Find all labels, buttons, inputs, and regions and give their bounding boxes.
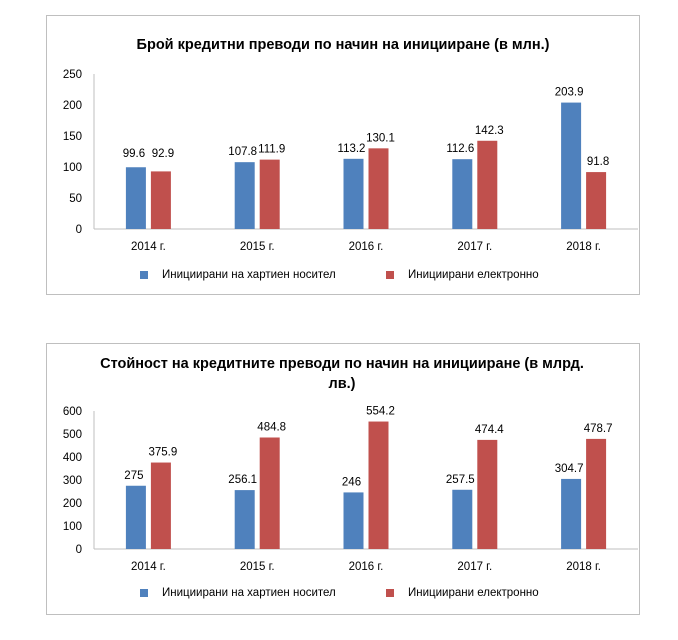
- legend-label-paper: Инициирани на хартиен носител: [162, 587, 336, 599]
- x-tick-label: 2018 г.: [566, 561, 601, 573]
- chart-title: Брой кредитни преводи по начин на иниции…: [136, 37, 550, 53]
- data-label: 257.5: [446, 474, 475, 486]
- x-tick-label: 2018 г.: [566, 241, 601, 253]
- bar-electronic: [586, 438, 607, 549]
- legend-swatch-electronic: [386, 271, 394, 279]
- bar-electronic: [368, 148, 389, 229]
- data-label: 203.9: [555, 87, 584, 99]
- bar-paper: [452, 489, 473, 549]
- y-tick-label: 150: [63, 131, 82, 143]
- data-label: 91.8: [587, 156, 609, 168]
- legend-label-electronic: Инициирани електронно: [408, 269, 539, 281]
- legend-item-paper: Инициирани на хартиен носител: [140, 587, 336, 599]
- legend-item-electronic: Инициирани електронно: [386, 269, 539, 281]
- data-label: 275: [124, 470, 143, 482]
- legend-swatch-paper: [140, 271, 148, 279]
- data-label: 375.9: [149, 447, 178, 459]
- data-label: 142.3: [475, 125, 504, 137]
- bar-paper: [343, 158, 364, 229]
- data-label: 484.8: [257, 421, 286, 433]
- y-tick-label: 250: [63, 69, 82, 81]
- y-tick-label: 0: [76, 224, 82, 236]
- bar-electronic: [477, 439, 498, 549]
- bar-paper: [234, 162, 255, 229]
- data-label: 474.4: [475, 424, 504, 436]
- data-label: 554.2: [366, 406, 395, 418]
- y-tick-label: 200: [63, 498, 82, 510]
- legend-item-electronic: Инициирани електронно: [386, 587, 539, 599]
- legend-swatch-electronic: [386, 589, 394, 597]
- legend-label-paper: Инициирани на хартиен носител: [162, 269, 336, 281]
- x-tick-label: 2017 г.: [457, 561, 492, 573]
- data-label: 99.6: [123, 148, 145, 160]
- bar-paper: [125, 167, 146, 229]
- bar-electronic: [259, 437, 280, 549]
- x-tick-label: 2014 г.: [131, 241, 166, 253]
- bar-paper: [234, 490, 255, 549]
- y-tick-label: 100: [63, 162, 82, 174]
- x-tick-label: 2015 г.: [240, 241, 275, 253]
- bar-paper: [125, 485, 146, 549]
- bar-electronic: [259, 159, 280, 229]
- bar-paper: [561, 102, 582, 229]
- data-label: 130.1: [366, 132, 395, 144]
- bar-electronic: [586, 172, 607, 229]
- x-tick-label: 2014 г.: [131, 561, 166, 573]
- y-tick-label: 100: [63, 521, 82, 533]
- data-label: 246: [342, 476, 361, 488]
- data-label: 478.7: [584, 423, 613, 435]
- bar-electronic: [477, 140, 498, 229]
- x-tick-label: 2016 г.: [349, 561, 384, 573]
- x-tick-label: 2017 г.: [457, 241, 492, 253]
- chart-title: Стойност на кредитните преводи по начин …: [100, 356, 584, 392]
- y-tick-label: 600: [63, 406, 82, 418]
- data-label: 256.1: [228, 474, 257, 486]
- bar-electronic: [150, 171, 171, 229]
- data-label: 112.6: [446, 143, 474, 155]
- bar-electronic: [150, 462, 171, 549]
- chart-panel-value: Стойност на кредитните преводи по начин …: [46, 343, 640, 615]
- bar-paper: [452, 159, 473, 229]
- y-tick-label: 200: [63, 100, 82, 112]
- data-label: 113.2: [338, 143, 366, 155]
- y-tick-label: 500: [63, 429, 82, 441]
- y-tick-label: 400: [63, 452, 82, 464]
- x-tick-label: 2015 г.: [240, 561, 275, 573]
- data-label: 92.9: [152, 148, 174, 160]
- data-label: 107.8: [228, 146, 257, 158]
- legend-item-paper: Инициирани на хартиен носител: [140, 269, 336, 281]
- y-tick-label: 300: [63, 475, 82, 487]
- y-tick-label: 0: [76, 544, 82, 556]
- data-label: 111.9: [258, 144, 285, 156]
- y-tick-label: 50: [69, 193, 82, 205]
- x-tick-label: 2016 г.: [349, 241, 384, 253]
- legend-swatch-paper: [140, 589, 148, 597]
- bar-electronic: [368, 421, 389, 549]
- bar-chart-value: 0 100 200 300 400 500 600 2014 г. 275 375.9 2015 г…: [63, 406, 638, 573]
- chart-panel-count: Брой кредитни преводи по начин на иниции…: [46, 15, 640, 295]
- bar-chart-count: 0 50 100 150 200 250 2014 г. 99.6 92.9 2015 г. 107…: [63, 69, 638, 253]
- bar-paper: [561, 478, 582, 549]
- legend-label-electronic: Инициирани електронно: [408, 587, 539, 599]
- data-label: 304.7: [555, 463, 584, 475]
- bar-paper: [343, 492, 364, 549]
